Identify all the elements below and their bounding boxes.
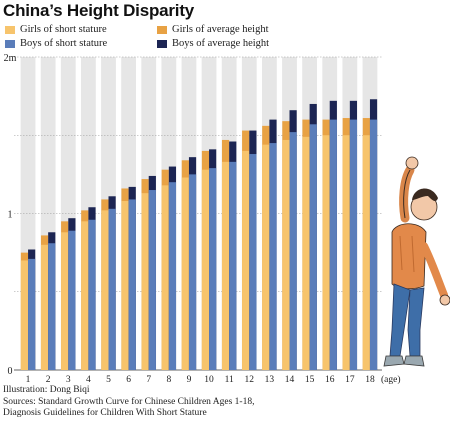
y-tick-label: 2m	[4, 53, 17, 64]
x-tick-label: 13	[265, 375, 275, 385]
x-axis-unit-label: (age)	[381, 374, 401, 385]
x-tick-label: 17	[345, 375, 355, 385]
x-tick-label: 15	[305, 375, 315, 385]
legend-item-boys-average: Boys of average height	[157, 38, 307, 49]
x-tick-label: 2	[46, 375, 51, 385]
x-tick-label: 12	[245, 375, 255, 385]
x-tick-label: 18	[365, 375, 375, 385]
bar-boys-short-age-9	[188, 174, 197, 370]
x-tick-label: 7	[146, 375, 151, 385]
sources-line-2: Diagnosis Guidelines for Children With S…	[3, 408, 207, 418]
bar-girls-short-age-16	[322, 135, 330, 370]
x-tick-label: 11	[225, 375, 234, 385]
legend-item-girls-short: Girls of short stature	[5, 24, 157, 35]
bar-boys-short-age-14	[289, 132, 297, 370]
x-tick-label: 5	[106, 375, 111, 385]
bar-girls-short-age-8	[161, 185, 169, 370]
bar-girls-short-age-9	[181, 177, 189, 370]
bar-girls-short-age-12	[242, 150, 250, 370]
bar-boys-short-age-8	[168, 182, 177, 370]
illustration-credit: Illustration: Dong Biqi	[3, 385, 90, 395]
bar-boys-short-age-5	[108, 208, 116, 370]
bar-girls-short-age-6	[121, 200, 129, 370]
x-tick-label: 6	[126, 375, 131, 385]
bar-girls-short-age-15	[302, 136, 310, 370]
bar-boys-short-age-13	[269, 143, 277, 370]
bar-boys-short-age-15	[309, 124, 317, 370]
legend-item-boys-short: Boys of short stature	[5, 38, 157, 49]
bar-girls-short-age-10	[201, 169, 210, 370]
bar-boys-short-age-2	[48, 243, 56, 370]
bar-boys-short-age-7	[148, 190, 156, 370]
y-tick-label: 1	[8, 210, 13, 221]
sources-line-1: Sources: Standard Growth Curve for Chine…	[3, 396, 255, 407]
bar-boys-short-age-17	[349, 119, 358, 370]
x-tick-label: 14	[285, 375, 295, 385]
legend-swatch-girls-short	[5, 25, 15, 34]
bar-boys-short-age-11	[229, 161, 237, 370]
bar-girls-short-age-18	[362, 135, 370, 370]
legend-label-boys-short: Boys of short stature	[20, 38, 108, 49]
x-tick-label: 8	[166, 375, 171, 385]
legend-swatch-boys-short	[5, 39, 15, 48]
bar-girls-short-age-7	[141, 193, 149, 370]
bar-boys-short-age-4	[88, 219, 96, 370]
bar-boys-short-age-12	[249, 154, 257, 370]
y-tick-label: 0	[8, 366, 13, 377]
chart-bars	[20, 99, 378, 371]
bar-girls-short-age-17	[342, 135, 350, 370]
x-tick-label: 1	[26, 375, 31, 385]
legend-item-girls-average: Girls of average height	[157, 24, 307, 35]
x-tick-label: 3	[66, 375, 71, 385]
bar-boys-short-age-3	[68, 230, 76, 370]
legend-label-girls-average: Girls of average height	[172, 24, 269, 35]
x-tick-label: 10	[204, 375, 214, 385]
legend: Girls of short stature Girls of average …	[5, 24, 305, 49]
bar-girls-short-age-11	[221, 161, 230, 370]
footer: Illustration: Dong Biqi Sources: Standar…	[3, 385, 254, 420]
legend-swatch-boys-average	[157, 39, 167, 48]
chart-title: China’s Height Disparity	[3, 1, 195, 20]
bar-girls-short-age-1	[20, 260, 29, 370]
x-tick-label: 4	[86, 375, 91, 385]
legend-label-girls-short: Girls of short stature	[20, 24, 107, 35]
bar-girls-short-age-14	[282, 139, 290, 370]
x-tick-label: 9	[187, 375, 192, 385]
x-tick-label: 16	[325, 375, 335, 385]
legend-label-boys-average: Boys of average height	[172, 38, 270, 49]
bar-girls-short-age-4	[81, 221, 89, 370]
bar-girls-short-age-3	[61, 232, 69, 370]
bar-girls-short-age-5	[101, 210, 109, 370]
bar-girls-short-age-13	[262, 144, 270, 370]
bar-girls-short-age-2	[40, 244, 49, 370]
legend-swatch-girls-average	[157, 25, 167, 34]
bar-boys-short-age-18	[369, 119, 378, 370]
bar-boys-short-age-6	[128, 199, 136, 370]
bar-boys-short-age-16	[329, 119, 337, 370]
bar-boys-short-age-10	[209, 168, 217, 370]
bar-boys-short-age-1	[28, 258, 36, 370]
